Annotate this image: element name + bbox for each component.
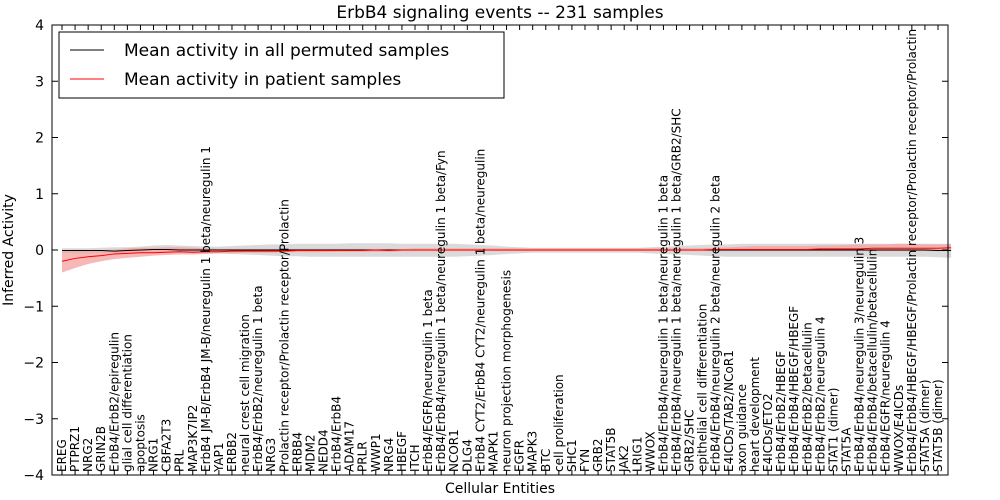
x-tick-label: heart development xyxy=(748,357,762,472)
x-tick-label: EGFR xyxy=(513,440,527,472)
x-tick-label: ErbB4/EGFR/neuregulin 1 beta xyxy=(421,289,435,472)
x-tick-label: ErbB4/ErbB4/HBEGF/HBEGF xyxy=(787,306,801,472)
y-tick-label: 2 xyxy=(35,131,44,147)
x-tick-label: NCOR1 xyxy=(447,429,461,472)
legend-label-patient: Mean activity in patient samples xyxy=(124,70,401,90)
x-tick-label: cell proliferation xyxy=(552,374,566,472)
x-tick-label: GRB2 xyxy=(591,438,605,472)
x-tick-label: ERBB2 xyxy=(225,432,239,472)
x-tick-label: glial cell differentiation xyxy=(120,334,134,472)
x-tick-label: ErbB4/ErbB4/neuregulin 1 beta/neuregulin… xyxy=(434,150,448,472)
y-axis: −4 −3 −2 −1 0 1 2 3 4 xyxy=(23,18,948,484)
x-tick-label: FYN xyxy=(578,449,592,472)
x-tick-label: ErbB4/ErbB4/neuregulin 1 beta/neuregulin… xyxy=(670,108,684,472)
x-tick-label: YAP1 xyxy=(212,443,226,473)
x-axis-label: Cellular Entities xyxy=(445,481,555,497)
x-tick-label: STAT5B (dimer) xyxy=(931,379,945,472)
x-tick-label: BTC xyxy=(539,449,553,472)
x-tick-label: WWOX/E4ICDs xyxy=(892,385,906,472)
x-tick-label: ErbB4/ErbB2/neuregulin 1 beta xyxy=(251,285,265,472)
x-tick-label: Prolactin receptor/Prolactin receptor/Pr… xyxy=(277,199,291,472)
x-tick-label: MDM2 xyxy=(303,434,317,472)
x-tick-label: neuron projection morphogenesis xyxy=(500,270,514,472)
legend-label-permuted: Mean activity in all permuted samples xyxy=(124,41,449,61)
chart-title: ErbB4 signaling events -- 231 samples xyxy=(336,3,663,23)
x-tick-label: PTPRZ1 xyxy=(68,426,82,472)
x-tick-label: HBEGF xyxy=(395,431,409,472)
x-tick-label: ErbB4/ErbB4 xyxy=(330,396,344,472)
x-tick-label: GRIN2B xyxy=(94,426,108,472)
x-tick-label: ITCH xyxy=(408,444,422,472)
x-tick-label: ErbB4/ErbB2/HBEGF xyxy=(774,351,788,472)
y-tick-label: −4 xyxy=(23,468,44,484)
x-tick-label: STAT5B xyxy=(604,428,618,473)
x-tick-label: MAPK1 xyxy=(486,431,500,472)
x-tick-label: STAT5A xyxy=(839,427,853,472)
line-series-1 xyxy=(61,247,952,262)
x-tick-label: PRLR xyxy=(356,441,370,472)
x-tick-label: ErbB4/ErbB4/neuregulin 2 beta/neuregulin… xyxy=(709,175,723,472)
x-tick-label: ErbB4 CYT2/ErbB4 CYT2/neuregulin 1 beta/… xyxy=(473,149,487,472)
x-tick-label: ErbB4/ErbB2/betacellulin xyxy=(800,322,814,472)
x-tick-label: GRB2/SHC xyxy=(683,409,697,472)
y-tick-label: 1 xyxy=(35,187,44,203)
x-tick-label: E4ICDs/TAB2/NCoR1 xyxy=(722,350,736,472)
x-tick-label: ErbB4 JM-B/ErbB4 JM-B/neuregulin 1 beta/… xyxy=(199,146,213,472)
x-tick-label: epithelial cell differentiation xyxy=(696,304,710,472)
x-tick-label: ErbB4/ErbB4/neuregulin 1 beta/neuregulin… xyxy=(656,175,670,472)
x-tick-label: ErbB4/ErbB2/neuregulin 4 xyxy=(813,316,827,472)
x-tick-label: neural crest cell migration xyxy=(238,314,252,472)
x-tick-label: DLG4 xyxy=(460,439,474,472)
x-tick-label: JAK2 xyxy=(617,445,631,473)
x-tick-label: NRG1 xyxy=(147,438,161,472)
x-tick-label: PRL xyxy=(173,449,187,472)
x-tick-label: NEDD4 xyxy=(316,429,330,472)
y-tick-label: 0 xyxy=(35,243,44,259)
x-tick-label: ErbB4/ErbB4/HBEGF/HBEGF/Prolactin recept… xyxy=(905,29,919,472)
series-lines xyxy=(61,247,952,262)
y-tick-label: 4 xyxy=(35,18,44,34)
x-tick-label: CBFA2T3 xyxy=(160,419,174,472)
y-tick-label: −3 xyxy=(23,412,44,428)
x-tick-label: axon guidance xyxy=(735,384,749,472)
x-axis: EREG PTPRZ1 NRG2 GRIN2B ErbB4/ErbB2/epiregul… xyxy=(55,25,945,475)
x-tick-label: MAP3K7IP2 xyxy=(186,405,200,472)
y-tick-label: −2 xyxy=(23,356,44,372)
x-tick-label: NRG4 xyxy=(382,438,396,472)
x-tick-label: WWOX xyxy=(643,431,657,472)
x-tick-label: E4ICDs/ETO2 xyxy=(761,393,775,472)
x-tick-label: ErbB4/ErbB4/betacellulin/betacellulin xyxy=(866,249,880,472)
x-tick-label: STAT5A (dimer) xyxy=(918,379,932,472)
legend-box xyxy=(58,31,505,99)
legend: Mean activity in all permuted samples Me… xyxy=(58,31,505,99)
y-tick-label: 3 xyxy=(35,74,44,90)
x-tick-label: EREG xyxy=(55,439,69,472)
y-axis-label: Inferred Activity xyxy=(1,194,17,306)
x-tick-label: LRIG1 xyxy=(630,437,644,473)
confidence-bands xyxy=(62,243,952,273)
x-tick-label: NRG2 xyxy=(81,438,95,472)
x-tick-label: ERBB4 xyxy=(290,432,304,472)
x-tick-label: ErbB4/ErbB2/epiregulin xyxy=(107,332,121,472)
x-tick-label: ErbB4/EGFR/neuregulin 4 xyxy=(879,320,893,472)
x-tick-label: apoptosis xyxy=(133,414,147,472)
y-tick-label: −1 xyxy=(23,299,44,315)
x-tick-label: SHC1 xyxy=(565,439,579,472)
x-tick-label: ADAM17 xyxy=(343,421,357,472)
x-tick-label: STAT1 (dimer) xyxy=(826,388,840,472)
x-tick-label: ErbB4/ErbB4/neuregulin 3/neuregulin 3 xyxy=(853,237,867,472)
x-tick-label: MAPK3 xyxy=(526,431,540,472)
x-tick-label: WWP1 xyxy=(369,433,383,472)
x-tick-label: NRG3 xyxy=(264,438,278,472)
